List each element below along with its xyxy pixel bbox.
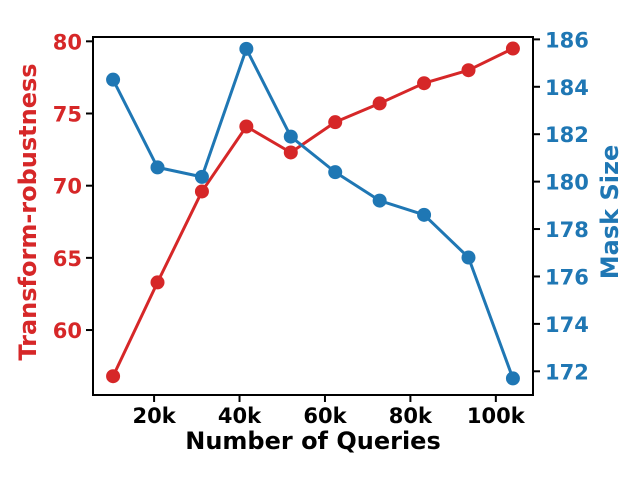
data-point-mask-size xyxy=(328,165,343,180)
right-y-tick-label: 174 xyxy=(545,313,589,337)
data-point-mask-size xyxy=(505,371,520,386)
data-point-transform-robustness xyxy=(328,115,343,130)
left-y-tick-label: 70 xyxy=(53,175,82,199)
data-point-transform-robustness xyxy=(461,63,476,78)
left-y-tick-label: 80 xyxy=(53,30,82,54)
plot-spines xyxy=(92,36,534,396)
series-line-transform-robustness xyxy=(111,47,515,378)
data-point-transform-robustness xyxy=(106,369,121,384)
series-line-mask-size xyxy=(111,47,515,380)
data-point-mask-size xyxy=(150,160,165,175)
y-axis-label-right: Mask Size xyxy=(596,145,624,279)
data-point-mask-size xyxy=(106,72,121,87)
left-y-tick-label: 65 xyxy=(53,247,82,271)
data-point-transform-robustness xyxy=(417,76,432,91)
data-point-mask-size xyxy=(417,207,432,222)
x-tick-label: 60k xyxy=(303,404,347,428)
left-y-tick-label: 75 xyxy=(53,103,82,127)
data-point-mask-size xyxy=(239,41,254,56)
data-point-transform-robustness xyxy=(505,41,520,56)
y-axis-label-left: Transform-robustness xyxy=(14,63,42,360)
data-point-mask-size xyxy=(194,169,209,184)
right-y-tick-label: 172 xyxy=(545,360,589,384)
data-point-transform-robustness xyxy=(283,145,298,160)
data-point-mask-size xyxy=(283,129,298,144)
right-y-tick-label: 178 xyxy=(545,218,589,242)
x-tick-label: 100k xyxy=(467,404,526,428)
x-tick-label: 80k xyxy=(389,404,433,428)
data-point-transform-robustness xyxy=(150,275,165,290)
right-y-tick-label: 176 xyxy=(545,265,589,289)
plot-area: 20k 40k 60k 80k 100k 60 65 70 75 80 172 174 176 178 18… xyxy=(53,28,589,428)
data-point-mask-size xyxy=(372,193,387,208)
right-y-tick-label: 184 xyxy=(545,76,589,100)
right-y-tick-label: 186 xyxy=(545,28,589,52)
right-y-tick-label: 182 xyxy=(545,123,589,147)
x-axis-label: Number of Queries xyxy=(185,427,441,455)
x-tick-label: 40k xyxy=(218,404,262,428)
data-point-transform-robustness xyxy=(372,96,387,111)
x-tick-label: 20k xyxy=(132,404,176,428)
right-y-tick-label: 180 xyxy=(545,171,589,195)
data-point-transform-robustness xyxy=(194,184,209,199)
data-point-transform-robustness xyxy=(239,119,254,134)
data-point-mask-size xyxy=(461,250,476,265)
left-y-tick-label: 60 xyxy=(53,319,82,343)
